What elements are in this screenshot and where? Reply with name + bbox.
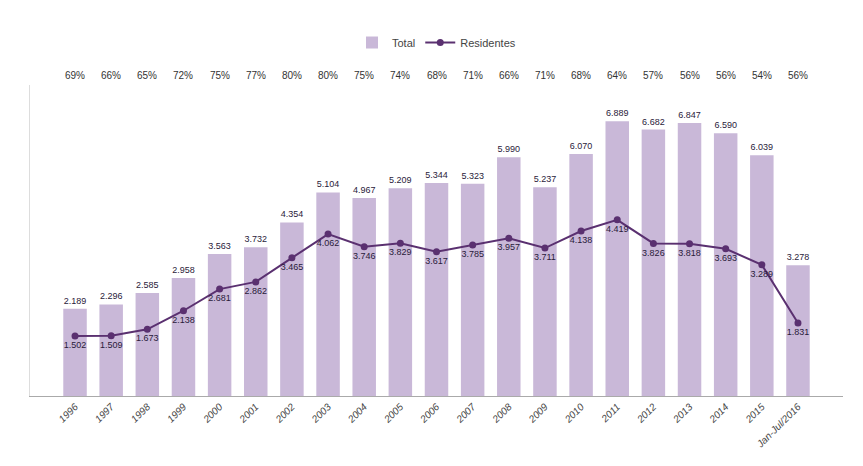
svg-text:2010: 2010: [562, 401, 587, 426]
svg-text:3.289: 3.289: [751, 269, 774, 279]
svg-text:72%: 72%: [173, 70, 193, 81]
svg-text:4.967: 4.967: [353, 185, 376, 195]
svg-text:77%: 77%: [246, 70, 266, 81]
svg-text:2007: 2007: [453, 401, 478, 426]
svg-text:56%: 56%: [788, 70, 808, 81]
svg-text:5.323: 5.323: [461, 171, 484, 181]
svg-text:75%: 75%: [354, 70, 374, 81]
svg-text:54%: 54%: [752, 70, 772, 81]
svg-text:6.590: 6.590: [714, 120, 737, 130]
svg-text:Total: Total: [392, 37, 415, 49]
svg-text:2011: 2011: [598, 401, 622, 425]
svg-text:2013: 2013: [670, 401, 695, 426]
svg-text:2012: 2012: [634, 401, 659, 426]
svg-text:6.889: 6.889: [606, 108, 629, 118]
svg-text:1.509: 1.509: [100, 340, 123, 350]
svg-text:3.693: 3.693: [714, 253, 737, 263]
svg-text:2005: 2005: [381, 401, 406, 426]
svg-text:3.711: 3.711: [534, 252, 556, 262]
svg-text:2.189: 2.189: [64, 296, 87, 306]
svg-text:3.785: 3.785: [461, 249, 484, 259]
svg-text:3.746: 3.746: [353, 251, 376, 261]
svg-text:Residentes: Residentes: [460, 37, 516, 49]
svg-text:5.344: 5.344: [425, 170, 448, 180]
svg-text:74%: 74%: [390, 70, 410, 81]
svg-text:1998: 1998: [129, 401, 153, 425]
svg-text:3.957: 3.957: [498, 242, 521, 252]
svg-text:4.354: 4.354: [281, 209, 304, 219]
svg-text:2008: 2008: [490, 401, 515, 426]
svg-text:2009: 2009: [526, 401, 551, 426]
svg-text:Jan-Jul/2016: Jan-Jul/2016: [754, 401, 803, 450]
svg-text:2.958: 2.958: [172, 265, 195, 275]
svg-text:71%: 71%: [535, 70, 555, 81]
svg-text:2.862: 2.862: [244, 286, 267, 296]
svg-text:1.831: 1.831: [787, 327, 810, 337]
svg-text:1.502: 1.502: [64, 340, 87, 350]
svg-text:80%: 80%: [282, 70, 302, 81]
svg-text:3.563: 3.563: [208, 241, 231, 251]
svg-text:4.419: 4.419: [606, 224, 629, 234]
svg-text:2006: 2006: [417, 401, 442, 426]
svg-text:75%: 75%: [210, 70, 230, 81]
svg-text:5.990: 5.990: [498, 144, 521, 154]
svg-text:2014: 2014: [706, 401, 731, 426]
svg-text:6.682: 6.682: [642, 117, 665, 127]
svg-text:56%: 56%: [680, 70, 700, 81]
svg-text:4.138: 4.138: [570, 235, 593, 245]
svg-text:2001: 2001: [236, 401, 260, 425]
svg-text:3.278: 3.278: [787, 252, 810, 262]
svg-text:1997: 1997: [93, 401, 117, 425]
svg-text:65%: 65%: [137, 70, 157, 81]
svg-text:3.617: 3.617: [425, 256, 448, 266]
svg-text:68%: 68%: [427, 70, 447, 81]
svg-text:2.585: 2.585: [136, 280, 159, 290]
svg-text:57%: 57%: [643, 70, 663, 81]
svg-text:2.681: 2.681: [208, 293, 231, 303]
svg-text:5.104: 5.104: [317, 179, 340, 189]
svg-text:2003: 2003: [309, 401, 334, 426]
svg-text:2.296: 2.296: [100, 291, 123, 301]
svg-text:2002: 2002: [273, 401, 298, 426]
svg-text:5.209: 5.209: [389, 175, 412, 185]
svg-text:6.847: 6.847: [678, 110, 701, 120]
svg-text:3.818: 3.818: [678, 248, 701, 258]
svg-text:4.062: 4.062: [317, 238, 340, 248]
svg-text:3.732: 3.732: [244, 234, 267, 244]
svg-text:68%: 68%: [571, 70, 591, 81]
svg-text:1999: 1999: [165, 401, 189, 425]
svg-text:1996: 1996: [56, 401, 80, 425]
svg-text:2.138: 2.138: [172, 315, 195, 325]
svg-text:3.465: 3.465: [281, 262, 304, 272]
svg-text:2004: 2004: [345, 401, 370, 426]
svg-text:3.826: 3.826: [642, 248, 665, 258]
svg-text:66%: 66%: [101, 70, 121, 81]
svg-text:6.039: 6.039: [751, 142, 774, 152]
svg-text:80%: 80%: [318, 70, 338, 81]
svg-text:66%: 66%: [499, 70, 519, 81]
svg-text:56%: 56%: [716, 70, 736, 81]
svg-text:2000: 2000: [200, 401, 225, 426]
svg-text:6.070: 6.070: [570, 141, 593, 151]
svg-text:3.829: 3.829: [389, 247, 412, 257]
svg-text:71%: 71%: [463, 70, 483, 81]
svg-text:1.673: 1.673: [136, 333, 159, 343]
svg-text:64%: 64%: [607, 70, 627, 81]
svg-text:2015: 2015: [743, 401, 768, 426]
svg-text:5.237: 5.237: [534, 174, 557, 184]
svg-text:69%: 69%: [65, 70, 85, 81]
